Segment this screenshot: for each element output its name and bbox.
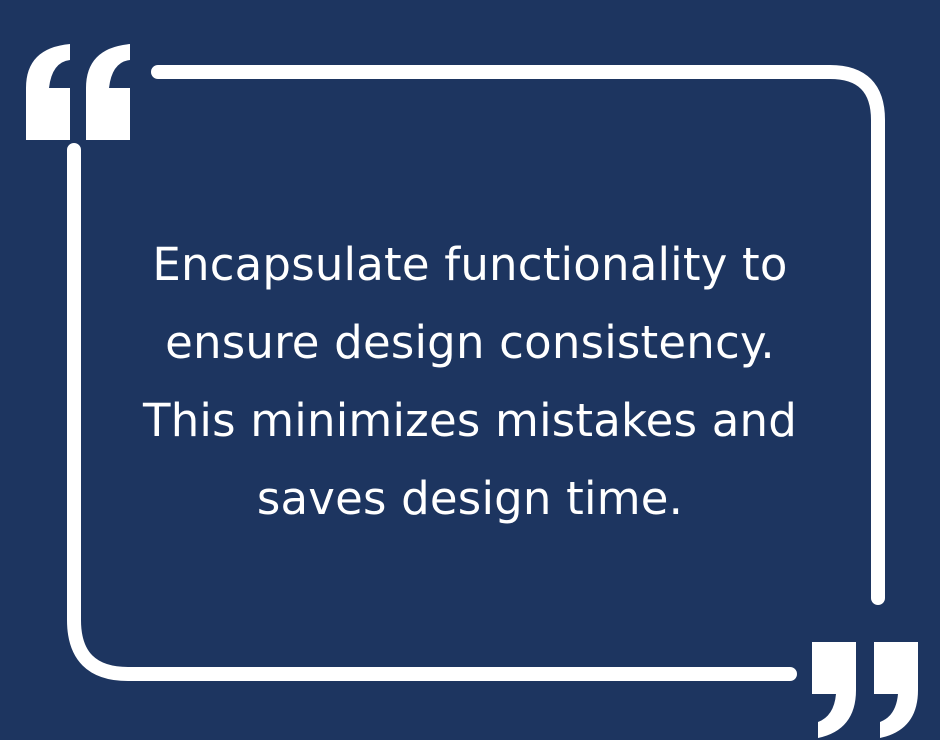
quote-line: This minimizes mistakes and bbox=[143, 394, 797, 447]
quote-text: Encapsulate functionality to ensure desi… bbox=[110, 226, 830, 538]
quote-line: ensure design consistency. bbox=[165, 316, 775, 369]
open-quote-icon bbox=[26, 44, 130, 140]
quote-line: Encapsulate functionality to bbox=[152, 238, 788, 291]
close-quote-icon bbox=[812, 642, 918, 738]
quote-line: saves design time. bbox=[256, 472, 684, 525]
